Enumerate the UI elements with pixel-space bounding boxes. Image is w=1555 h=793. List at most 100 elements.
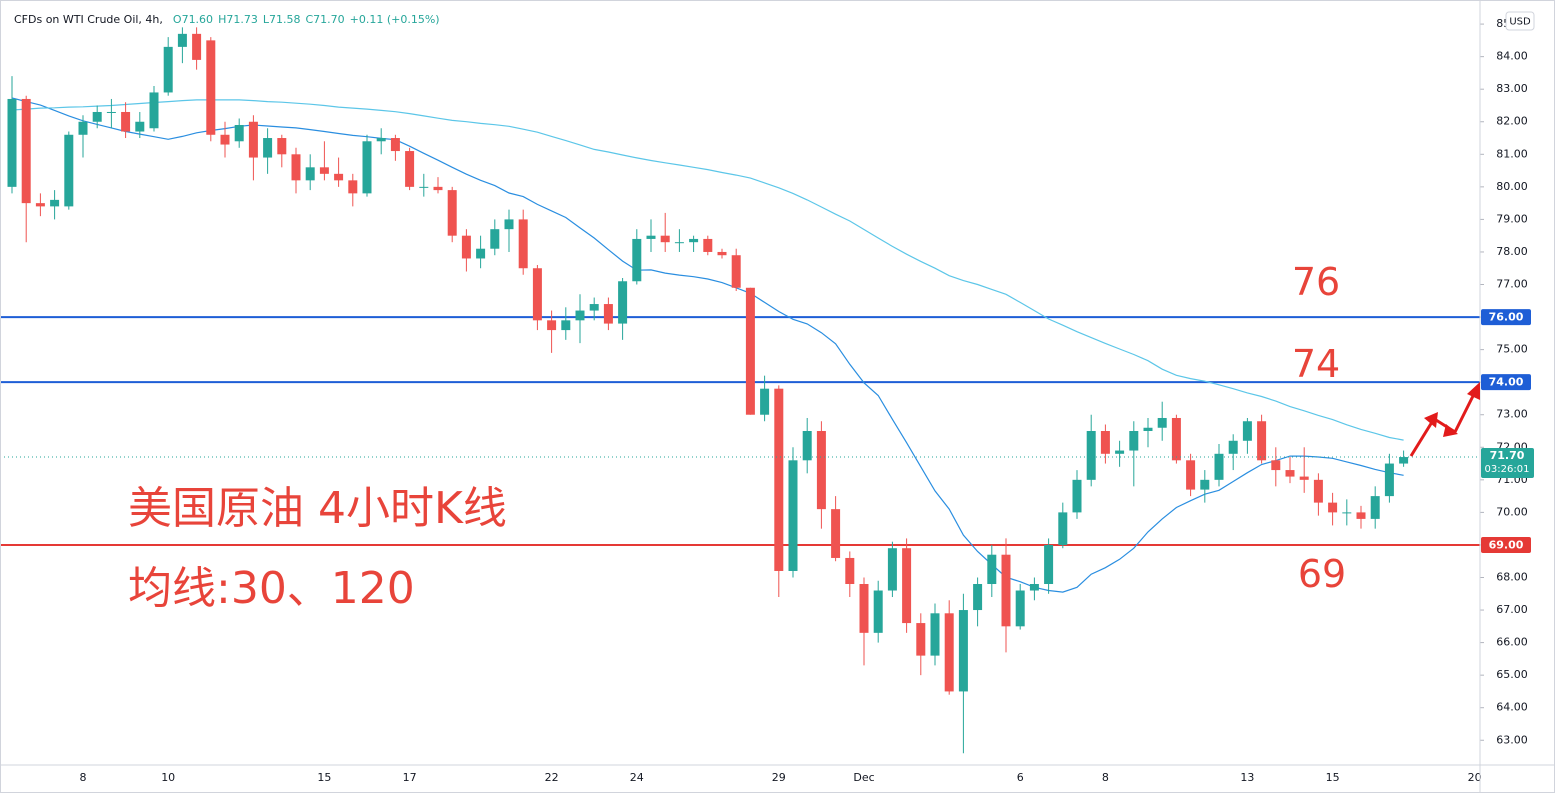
y-tick-label: 73.00 <box>1496 408 1528 421</box>
x-tick-label: 13 <box>1240 771 1254 784</box>
x-tick-label: 10 <box>161 771 175 784</box>
candle-body <box>447 190 457 236</box>
candle-body <box>334 173 344 181</box>
candle-body <box>1115 450 1125 454</box>
chart-title: CFDs on WTI Crude Oil, 4h, <box>14 13 163 26</box>
candle-body <box>902 548 912 624</box>
plot-area <box>0 27 1480 754</box>
candle-body <box>561 320 571 331</box>
candle-body <box>476 248 486 259</box>
candle-body <box>348 180 358 194</box>
candle-body <box>461 235 471 259</box>
candle-body <box>419 186 429 188</box>
candle-body <box>958 610 968 692</box>
candle-body <box>35 203 45 207</box>
candle-body <box>689 238 699 243</box>
candle-body <box>362 141 372 194</box>
candle-body <box>220 134 230 145</box>
level-price-tag <box>1481 536 1531 553</box>
candle-body <box>1313 479 1323 503</box>
candle-body <box>816 431 826 510</box>
candle-body <box>1186 460 1196 490</box>
candle-body <box>1328 502 1338 513</box>
candle-body <box>1171 417 1181 461</box>
candle-body <box>1100 431 1110 454</box>
candle-body <box>121 111 131 132</box>
candle-body <box>177 33 187 47</box>
candle-body <box>1370 496 1380 519</box>
candle-body <box>944 613 954 692</box>
legend-value: +0.11 (+0.15%) <box>350 13 440 26</box>
candle-body <box>887 548 897 591</box>
arrow-head <box>1467 382 1480 400</box>
candle-body <box>248 121 258 158</box>
candle-body <box>78 121 88 135</box>
candle-body <box>518 219 528 269</box>
x-tick-label: 17 <box>403 771 417 784</box>
moving-average-line <box>11 99 1404 441</box>
countdown-label: 03:26:01 <box>1485 464 1530 475</box>
y-tick-label: 78.00 <box>1496 245 1528 258</box>
candle-body <box>1214 453 1224 480</box>
y-tick-label: 70.00 <box>1496 505 1528 518</box>
arrow <box>1453 391 1477 433</box>
candle-body <box>1257 421 1267 461</box>
candle-body <box>731 255 741 288</box>
y-tick-label: 83.00 <box>1496 82 1528 95</box>
x-tick-label: 24 <box>630 771 644 784</box>
y-tick-label: 66.00 <box>1496 636 1528 649</box>
level-price-label: 74.00 <box>1489 376 1524 389</box>
x-tick-label: 22 <box>545 771 559 784</box>
candle-body <box>405 151 415 187</box>
candle-body <box>277 138 287 155</box>
last-price-label: 71.70 <box>1490 449 1525 462</box>
x-tick-label: 15 <box>317 771 331 784</box>
candle-body <box>973 584 983 611</box>
candle-body <box>1384 463 1394 497</box>
candle-body <box>1299 476 1309 480</box>
candle-body <box>1086 431 1096 480</box>
y-tick-label: 80.00 <box>1496 180 1528 193</box>
legend-value: C71.70 <box>305 13 344 26</box>
candle-body <box>788 460 798 571</box>
candle-body <box>1200 479 1210 490</box>
y-tick-label: 68.00 <box>1496 570 1528 583</box>
candle-body <box>547 320 557 331</box>
candle-body <box>717 251 727 256</box>
candle-body <box>845 557 855 585</box>
candle-body <box>774 388 784 571</box>
candle-body <box>1356 512 1366 519</box>
candle-body <box>802 431 812 461</box>
level-annotation: 76 <box>1292 260 1340 304</box>
arrow <box>1409 421 1434 457</box>
candle-body <box>490 229 500 249</box>
x-tick-label: 29 <box>772 771 786 784</box>
currency-label: USD <box>1509 17 1531 28</box>
y-tick-label: 82.00 <box>1496 115 1528 128</box>
candle-body <box>760 388 770 415</box>
arrow-head <box>1443 424 1458 437</box>
legend-value: L71.58 <box>263 13 301 26</box>
candle-body <box>1015 590 1025 627</box>
candle-body <box>1271 460 1281 471</box>
y-tick-label: 79.00 <box>1496 212 1528 225</box>
y-tick-label: 63.00 <box>1496 733 1528 746</box>
candle-body <box>1342 512 1352 514</box>
candle-body <box>1228 440 1238 454</box>
header: CFDs on WTI Crude Oil, 4h, O71.60 H71.73 L7… <box>14 13 440 26</box>
y-tick-label: 77.00 <box>1496 278 1528 291</box>
candle-body <box>376 138 386 142</box>
candle-body <box>646 235 656 239</box>
candle-body <box>192 33 202 60</box>
time-axis: 8 10 15 17 22 24 29 Dec 6 8 13 15 20 <box>80 771 1482 784</box>
annotation: 均线:30、120 <box>128 563 415 614</box>
candle-body <box>1157 417 1167 428</box>
candle-body <box>263 138 273 158</box>
candle-body <box>305 167 315 181</box>
x-tick-label: 15 <box>1326 771 1340 784</box>
candle-body <box>1143 427 1153 432</box>
y-tick-label: 65.00 <box>1496 668 1528 681</box>
x-tick-label: 20 <box>1468 771 1482 784</box>
